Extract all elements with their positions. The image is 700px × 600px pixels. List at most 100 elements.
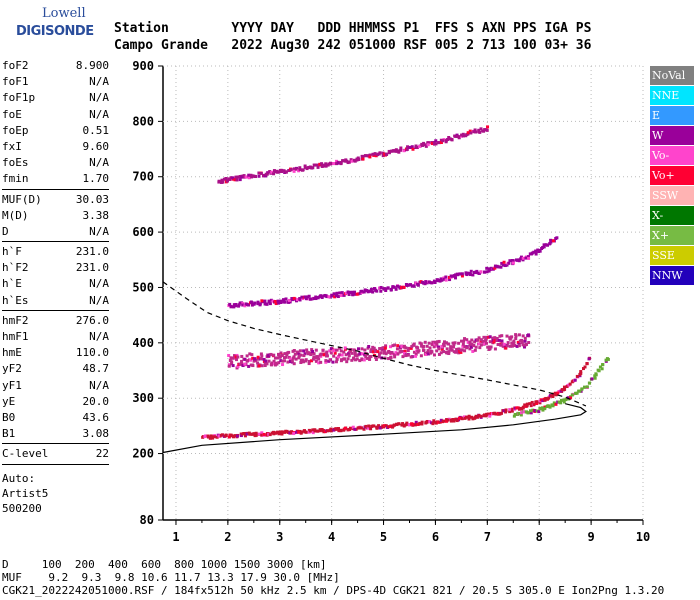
echo-pixel (600, 367, 604, 371)
echo-pixel (527, 341, 531, 345)
echo-pixel (240, 354, 244, 358)
echo-pixel (260, 433, 264, 437)
echo-pixel (247, 176, 251, 180)
param-row-md: M(D) 3.38 (2, 208, 109, 224)
echo-pixel (402, 149, 406, 153)
echo-pixel (262, 358, 266, 362)
echo-pixel (329, 351, 333, 355)
echo-pixel (575, 391, 579, 395)
echo-pixel (384, 344, 388, 348)
echo-pixel (358, 359, 362, 363)
param-label: hmF2 (2, 313, 29, 327)
echo-pixel (526, 255, 530, 259)
echo-pixel (433, 340, 437, 344)
echo-pixel (414, 281, 418, 285)
echo-pixel (238, 174, 242, 178)
param-row-yf1: yF1 N/A (2, 378, 109, 394)
echo-pixel (471, 273, 475, 277)
echo-pixel (275, 356, 279, 360)
echo-pixel (371, 424, 375, 428)
echo-pixel (442, 277, 446, 281)
echo-pixel (261, 174, 265, 178)
echo-pixel (270, 363, 274, 367)
echo-pixel (232, 305, 236, 309)
echo-pixel (320, 296, 324, 300)
echo-pixel (483, 270, 487, 274)
echo-pixel (230, 360, 234, 364)
echo-pixel (362, 427, 366, 431)
param-label: B1 (2, 427, 16, 441)
param-value: 1.70 (82, 172, 110, 186)
echo-pixel (379, 347, 383, 351)
echo-pixel (246, 175, 250, 179)
echo-pixel (315, 163, 319, 167)
echo-pixel (533, 409, 537, 413)
echo-pixel (414, 420, 418, 424)
echo-pixel (511, 261, 515, 265)
echo-pixel (281, 363, 285, 367)
echo-pixel (542, 245, 546, 249)
autoscale-line: Auto: (2, 471, 36, 485)
echo-pixel (266, 354, 270, 358)
echo-pixel (543, 398, 547, 402)
echo-pixel (311, 428, 315, 432)
echo-pixel (378, 151, 382, 155)
echo-pixel (260, 299, 264, 303)
echo-pixel (287, 355, 291, 359)
echo-pixel (353, 290, 357, 294)
echo-pixel (573, 378, 577, 382)
footer-file-line: CGK21_2022242051000.RSF / 184fx512h 50 k… (2, 584, 665, 597)
echo-pixel (400, 286, 404, 290)
echo-pixel (474, 414, 478, 418)
param-row-b0: B0 43.6 (2, 410, 109, 426)
echo-pixel (250, 301, 254, 305)
echo-pixel (284, 170, 288, 174)
echo-pixel (409, 346, 413, 350)
param-row-he: h`E N/A (2, 276, 109, 292)
echo-pixel (560, 388, 564, 392)
echo-pixel (292, 349, 296, 353)
echo-pixel (408, 145, 412, 149)
echo-pixel (570, 393, 574, 397)
echo-pixel (505, 263, 509, 267)
echo-pixel (371, 290, 375, 294)
echo-pixel (485, 335, 489, 339)
echo-pixel (438, 279, 442, 283)
echo-pixel (461, 342, 465, 346)
echo-pixel (447, 350, 451, 354)
param-divider (2, 463, 109, 465)
echo-pixel (317, 361, 321, 365)
echo-pixel (466, 340, 470, 344)
echo-pixel (263, 299, 267, 303)
legend-nnw: NNW (650, 266, 694, 285)
echo-pixel (412, 284, 416, 288)
echo-pixel (430, 142, 434, 146)
echo-pixel (399, 146, 403, 150)
echo-pixel (457, 416, 461, 420)
echo-pixel (580, 387, 584, 391)
echo-pixel (529, 404, 533, 408)
echo-pixel (392, 423, 396, 427)
echo-pixel (292, 432, 296, 436)
echo-pixel (413, 423, 417, 427)
echo-pixel (353, 292, 357, 296)
echo-pixel (396, 344, 400, 348)
echo-pixel (279, 299, 283, 303)
echo-pixel (469, 131, 473, 135)
param-value: 48.7 (82, 362, 110, 376)
echo-pixel (307, 165, 311, 169)
echo-pixel (347, 354, 351, 358)
echo-pixel (491, 336, 495, 340)
echo-pixel (295, 298, 299, 302)
echo-pixel (295, 430, 299, 434)
param-value: 276.0 (75, 313, 109, 327)
echo-pixel (391, 425, 395, 429)
echo-pixel (561, 398, 565, 402)
echo-pixel (250, 432, 254, 436)
echo-pixel (310, 297, 314, 301)
echo-pixel (310, 348, 314, 352)
echo-pixel (227, 364, 231, 368)
echo-pixel (316, 429, 320, 433)
echo-pixel (383, 424, 387, 428)
echo-pixel (358, 291, 362, 295)
